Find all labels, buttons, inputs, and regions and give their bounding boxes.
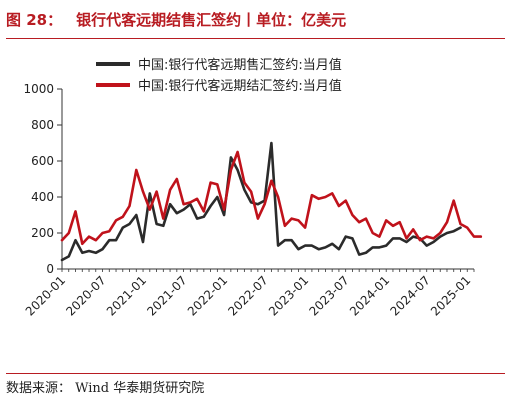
series-layer bbox=[60, 141, 483, 262]
figure-title: 银行代客远期结售汇签约丨单位：亿美元 bbox=[76, 10, 347, 29]
x-tick-label: 2024-07 bbox=[387, 273, 432, 318]
x-tick-label: 2025-01 bbox=[428, 273, 473, 318]
y-axis: 0 200 400 600 800 1000 bbox=[23, 82, 63, 276]
x-tick-label: 2022-01 bbox=[185, 273, 230, 318]
x-tick-label: 2020-07 bbox=[63, 273, 108, 318]
y-tick-label: 1000 bbox=[23, 82, 54, 96]
top-rule bbox=[6, 38, 505, 39]
x-tick-label: 2021-01 bbox=[104, 273, 149, 318]
x-tick-label: 2021-07 bbox=[144, 273, 189, 318]
y-tick-label: 800 bbox=[31, 118, 54, 132]
bottom-rule bbox=[6, 373, 505, 374]
x-tick-label: 2022-07 bbox=[225, 273, 270, 318]
line-chart: 中国:银行代客远期售汇签约:当月值 中国:银行代客远期结汇签约:当月值 0 200… bbox=[23, 57, 483, 319]
series-line-sell bbox=[60, 141, 462, 262]
source-note: 数据来源： Wind 华泰期货研究院 bbox=[6, 381, 205, 396]
legend-label-sell: 中国:银行代客远期售汇签约:当月值 bbox=[138, 57, 342, 73]
x-axis: 2020-012020-072021-012021-072022-012022-… bbox=[23, 268, 475, 319]
y-tick-label: 600 bbox=[31, 154, 54, 168]
legend: 中国:银行代客远期售汇签约:当月值 中国:银行代客远期结汇签约:当月值 bbox=[96, 57, 342, 94]
x-tick-label: 2023-01 bbox=[266, 273, 311, 318]
figure-label: 图 28： bbox=[6, 10, 63, 29]
x-tick-label: 2024-01 bbox=[347, 273, 392, 318]
x-tick-label: 2020-01 bbox=[23, 273, 68, 318]
series-line-buy bbox=[60, 150, 483, 246]
y-tick-label: 0 bbox=[46, 262, 54, 276]
x-tick-label: 2023-07 bbox=[306, 273, 351, 318]
y-tick-label: 400 bbox=[31, 190, 54, 204]
figure-header: 图 28： 银行代客远期结售汇签约丨单位：亿美元 bbox=[6, 6, 505, 32]
legend-label-buy: 中国:银行代客远期结汇签约:当月值 bbox=[138, 78, 342, 94]
y-tick-label: 200 bbox=[31, 226, 54, 240]
